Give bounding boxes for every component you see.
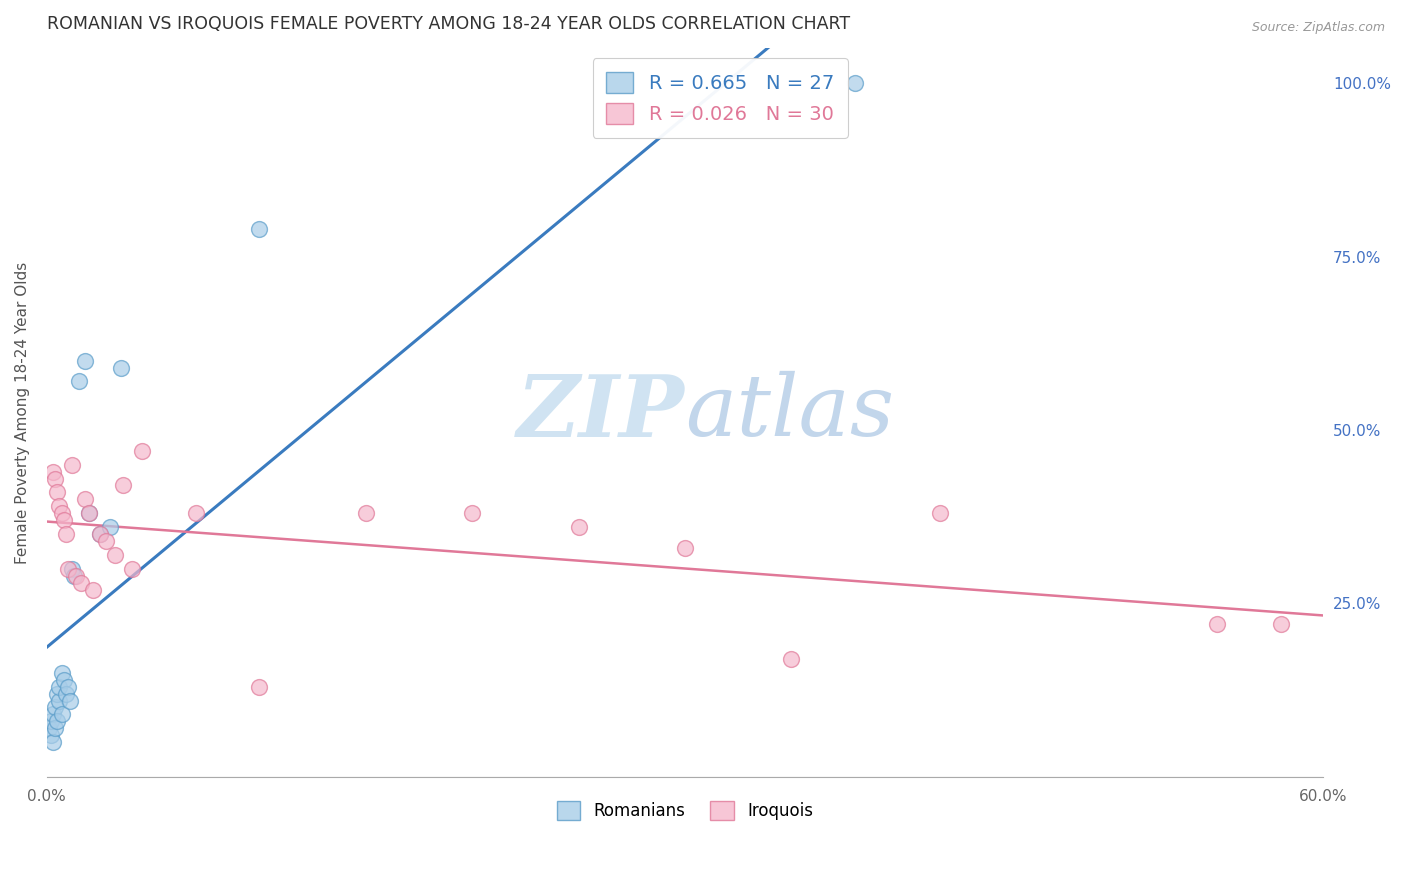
Point xyxy=(110,360,132,375)
Point xyxy=(48,500,70,514)
Point xyxy=(77,506,100,520)
Point xyxy=(112,478,135,492)
Point xyxy=(51,506,73,520)
Point xyxy=(46,485,69,500)
Point xyxy=(63,568,86,582)
Point xyxy=(780,652,803,666)
Point xyxy=(46,687,69,701)
Point xyxy=(51,665,73,680)
Point xyxy=(44,472,66,486)
Point xyxy=(673,541,696,555)
Point xyxy=(184,506,207,520)
Point xyxy=(73,353,96,368)
Point xyxy=(568,520,591,534)
Point xyxy=(69,575,91,590)
Point xyxy=(131,443,153,458)
Point xyxy=(51,707,73,722)
Point xyxy=(56,562,79,576)
Point xyxy=(104,548,127,562)
Point xyxy=(1270,617,1292,632)
Point xyxy=(55,687,77,701)
Point xyxy=(249,680,271,694)
Point xyxy=(60,562,83,576)
Point xyxy=(42,465,65,479)
Text: atlas: atlas xyxy=(685,371,894,454)
Point xyxy=(42,707,65,722)
Point xyxy=(52,673,75,687)
Point xyxy=(100,520,122,534)
Point xyxy=(39,714,62,729)
Point xyxy=(121,562,143,576)
Point xyxy=(73,492,96,507)
Point xyxy=(38,721,60,735)
Text: ZIP: ZIP xyxy=(517,371,685,454)
Y-axis label: Female Poverty Among 18-24 Year Olds: Female Poverty Among 18-24 Year Olds xyxy=(15,261,30,564)
Point xyxy=(44,700,66,714)
Legend: Romanians, Iroquois: Romanians, Iroquois xyxy=(550,795,820,827)
Point xyxy=(48,693,70,707)
Point xyxy=(67,375,90,389)
Point xyxy=(354,506,377,520)
Point xyxy=(89,527,111,541)
Point xyxy=(44,721,66,735)
Point xyxy=(39,728,62,742)
Point xyxy=(55,527,77,541)
Point xyxy=(42,735,65,749)
Point xyxy=(56,680,79,694)
Point xyxy=(46,714,69,729)
Text: ROMANIAN VS IROQUOIS FEMALE POVERTY AMONG 18-24 YEAR OLDS CORRELATION CHART: ROMANIAN VS IROQUOIS FEMALE POVERTY AMON… xyxy=(46,15,849,33)
Point xyxy=(1206,617,1229,632)
Point xyxy=(249,222,271,236)
Point xyxy=(65,568,87,582)
Point xyxy=(96,533,118,548)
Point xyxy=(89,527,111,541)
Point xyxy=(60,458,83,472)
Point xyxy=(844,76,866,90)
Point xyxy=(52,513,75,527)
Point xyxy=(929,506,952,520)
Point xyxy=(77,506,100,520)
Point xyxy=(461,506,484,520)
Point xyxy=(48,680,70,694)
Point xyxy=(59,693,82,707)
Text: Source: ZipAtlas.com: Source: ZipAtlas.com xyxy=(1251,21,1385,34)
Point xyxy=(82,582,104,597)
